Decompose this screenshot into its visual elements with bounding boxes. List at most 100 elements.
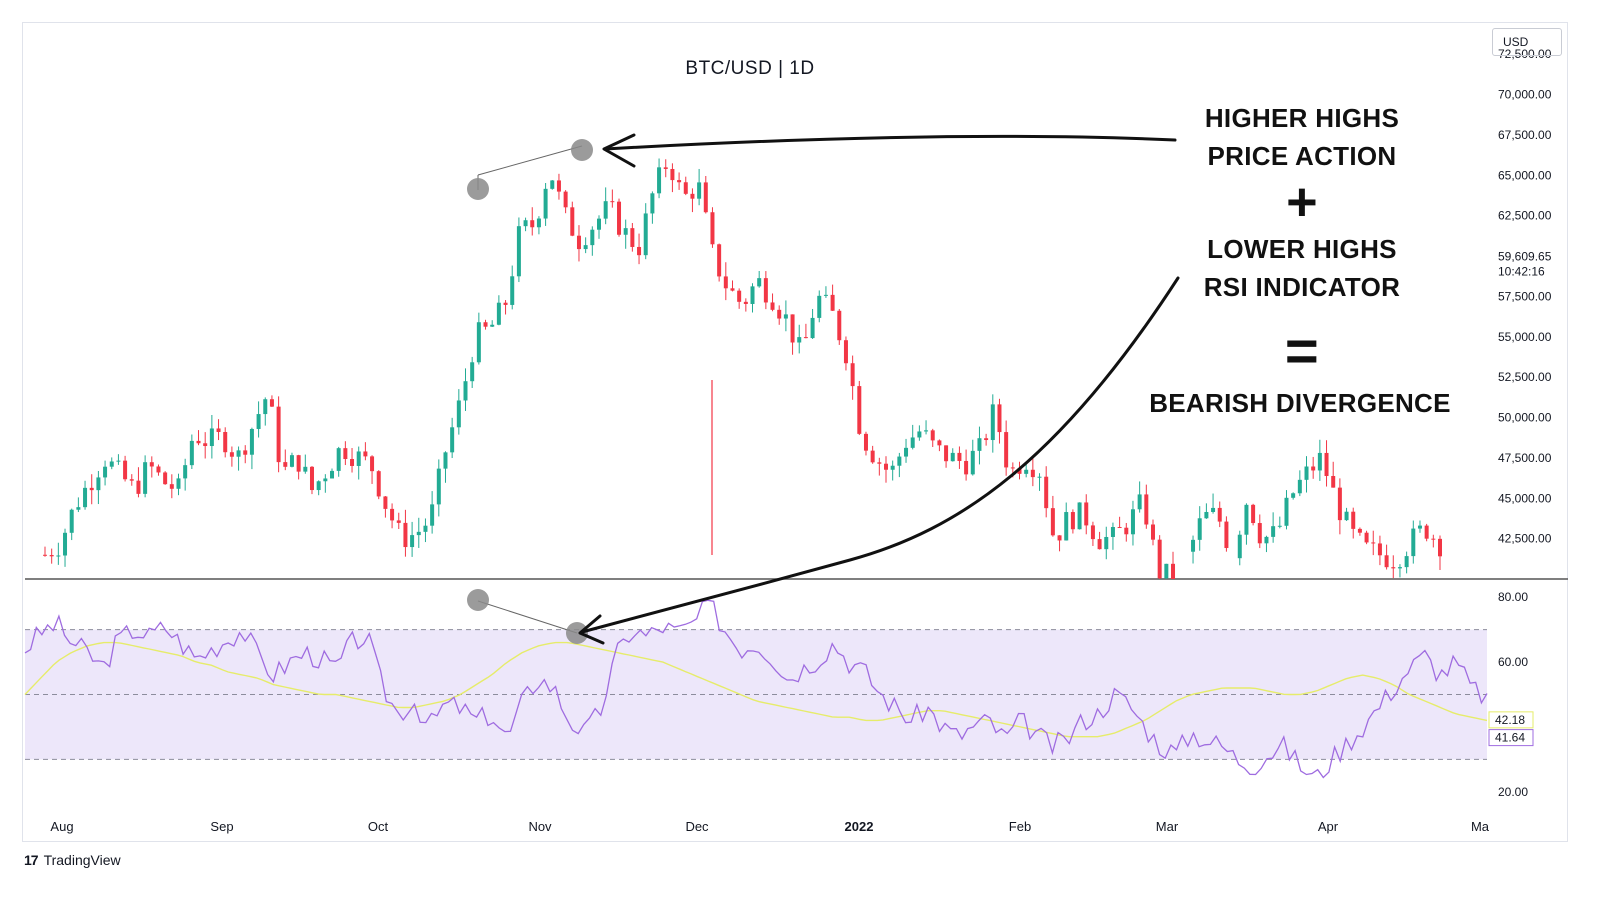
candle-body [510,276,515,305]
candle-body [436,468,441,505]
arrow-to-rsi-highs [580,276,1180,634]
arrow-head-icon [602,133,636,168]
candle-body [770,302,775,310]
candle-body [483,322,488,327]
rsi-high-marker [566,622,588,644]
currency-selector[interactable]: USD [1492,28,1562,56]
annotation-price-action: PRICE ACTION [1207,141,1397,171]
candle-body [109,461,114,467]
candle-body [1284,497,1289,526]
candle-body [750,286,755,304]
last-price-label: 59,609.65 [1498,249,1552,263]
candle-body [403,522,408,548]
candle-body [1017,468,1022,474]
annotation-bearish-divergence: BEARISH DIVERGENCE [1149,388,1451,418]
candle-body [1024,469,1029,474]
candle-body [336,448,341,471]
candle-body [463,381,468,401]
candle-body [1304,466,1309,480]
candle-body [276,406,281,463]
candle-body [129,479,134,481]
price-high-marker [571,139,593,161]
candle-body [570,207,575,236]
candle-body [1251,504,1256,524]
candle-body [1010,467,1015,469]
candle-body [1297,479,1302,494]
chart-frame [22,22,1568,842]
candle-body [1244,504,1249,535]
candle-body [710,212,715,245]
candle-body [490,324,495,327]
candle-body [870,450,875,463]
time-axis-label: Apr [1318,819,1339,834]
candle-body [910,437,915,448]
candle-body [1144,494,1149,525]
candle-body [563,191,568,208]
candle-body [663,167,668,169]
candle-body [1417,525,1422,529]
candle-body [149,462,154,467]
candle-body [543,188,548,219]
rsi-line [24,599,1488,779]
candle-body [1104,536,1109,550]
candle-body [1150,524,1155,540]
candle-body [476,322,481,363]
annotation-equals: = [1284,319,1320,384]
candle-body [1057,535,1062,541]
candle-body [1377,543,1382,556]
candle-body [877,462,882,464]
candle-body [576,235,581,250]
candle-body [289,455,294,467]
candle-body [823,294,828,296]
candle-body [657,167,662,194]
candle-body [977,438,982,451]
candle-body [430,504,435,526]
candle-body [730,288,735,291]
candle-body [1204,511,1209,519]
candle-body [643,213,648,256]
candle-body [1211,507,1216,512]
price-high-marker [467,178,489,200]
time-axis-label: Ma [1471,819,1490,834]
candle-body [89,487,94,491]
candle-body [1237,534,1242,559]
candle-body [1311,466,1316,471]
rsi-value: 41.64 [1495,731,1525,745]
candle-body [189,440,194,466]
candle-body [743,301,748,304]
candle-body [1171,563,1176,579]
candle-body [216,428,221,432]
candle-body [850,363,855,387]
candle-body [223,431,228,453]
candle-body [950,452,955,462]
candle-body [1264,536,1269,544]
candle-body [837,310,842,341]
candle-body [803,337,808,339]
candle-body [917,431,922,438]
tradingview-logo-icon: 17 [24,852,39,868]
candle-body [683,182,688,194]
candle-body [396,520,401,523]
candle-body [1030,469,1035,478]
candle-body [423,525,428,532]
candle-body [697,182,702,199]
candle-body [69,509,74,533]
candle-body [123,460,128,480]
currency-label: USD [1503,35,1529,49]
candle-body [83,487,88,508]
candle-body [103,466,108,478]
candle-body [1117,527,1122,529]
arrow-head-icon [578,614,605,645]
time-axis-label: Sep [210,819,233,834]
annotation-plus: + [1286,172,1318,232]
candle-body [1344,511,1349,521]
candle-body [356,451,361,466]
candle-body [617,201,622,235]
time-axis: Aug Sep Oct Nov Dec 2022 Feb Mar Apr Ma [50,819,1489,834]
candle-body [623,228,628,235]
candle-body [1257,523,1262,544]
candle-body [330,470,335,479]
candle-body [583,245,588,250]
brand-footer[interactable]: 17 TradingView [24,852,121,868]
